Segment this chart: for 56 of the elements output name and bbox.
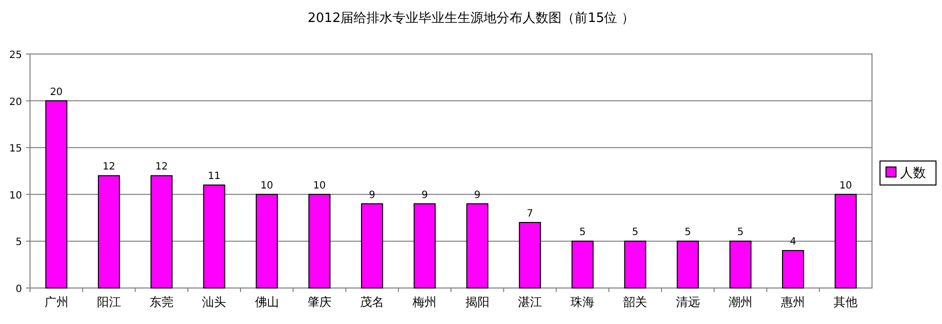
bar: [256, 194, 278, 288]
data-label: 5: [632, 227, 638, 238]
x-tick-label: 惠州: [780, 295, 806, 309]
x-tick-label: 珠海: [570, 295, 595, 309]
data-label: 5: [579, 227, 586, 238]
data-label: 12: [155, 162, 168, 173]
bar: [361, 203, 384, 288]
data-label: 4: [790, 236, 796, 248]
chart-title: 2012届给排水专业毕业生生源地分布人数图（前15位 ）: [308, 11, 634, 26]
data-label: 9: [474, 190, 480, 201]
y-tick-label: 10: [9, 190, 22, 202]
data-label: 5: [737, 227, 744, 238]
x-tick-label: 汕头: [202, 295, 226, 309]
data-label: 12: [102, 162, 116, 173]
bar: [203, 184, 226, 288]
bar: [466, 203, 488, 288]
bar: [150, 175, 173, 288]
bar: [624, 240, 646, 288]
y-tick-label: 25: [9, 50, 22, 61]
data-label: 10: [260, 180, 274, 192]
bar: [308, 194, 330, 288]
data-label: 9: [422, 190, 428, 201]
data-label: 11: [208, 171, 221, 182]
data-label: 9: [368, 190, 376, 201]
x-tick-label: 肇庆: [307, 295, 332, 309]
data-label: 10: [313, 180, 326, 192]
data-label: 10: [839, 180, 852, 192]
legend-label: 人数: [900, 166, 926, 181]
y-tick-label: 5: [16, 237, 22, 248]
y-tick-label: 20: [9, 96, 22, 108]
x-tick-label: 东莞: [150, 295, 174, 309]
x-tick-label: 潮州: [728, 295, 752, 309]
bar: [518, 222, 541, 288]
x-tick-label: 韶关: [623, 295, 648, 309]
bar: [782, 250, 804, 288]
bar: [834, 194, 857, 288]
bar: [572, 240, 594, 288]
bar: [729, 240, 752, 288]
y-tick-label: 0: [16, 284, 22, 295]
bar: [45, 100, 68, 288]
x-tick-label: 揭阳: [465, 295, 490, 309]
data-label: 5: [684, 227, 691, 238]
x-tick-label: 佛山: [254, 295, 279, 309]
x-tick-label: 梅州: [412, 295, 437, 309]
data-label: 20: [50, 86, 63, 98]
x-tick-label: 清远: [676, 295, 700, 309]
x-tick-label: 广州: [44, 295, 68, 309]
y-tick-label: 15: [9, 144, 22, 155]
bar: [414, 203, 436, 288]
bar: [676, 240, 699, 288]
x-tick-label: 阳江: [96, 295, 121, 309]
x-tick-label: 茂名: [360, 295, 384, 309]
data-label: 7: [526, 208, 534, 220]
x-tick-label: 其他: [834, 295, 858, 309]
x-tick-label: 湛江: [518, 295, 542, 309]
bar: [98, 175, 120, 288]
